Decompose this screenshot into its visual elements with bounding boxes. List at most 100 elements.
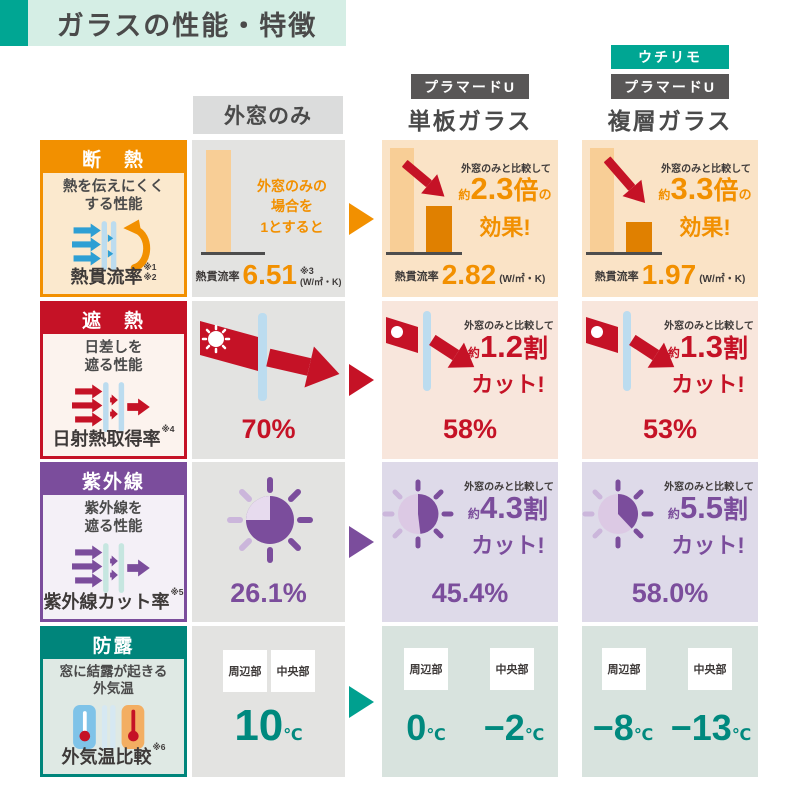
label-box-anti-condensation: 防露 窓に結露が起きる 外気温 外気温比較※6 — [40, 626, 187, 777]
cell-uv-single: 外窓のみと比較して 約4.3割 カット! 45.4% — [382, 462, 558, 622]
u-value: 6.51 — [242, 259, 298, 290]
part-label-edge: 周辺部 — [602, 648, 646, 690]
heat-shield-icon — [43, 379, 184, 435]
cell-insulation-double: 外窓のみと比較して 約3.3倍の 効果! 熱貫流率 1.97 (W/㎡・K) — [582, 140, 758, 297]
percent-value: 45.4% — [431, 578, 509, 608]
cell-insulation-single: 外窓のみと比較して 約2.3倍の 効果! 熱貫流率 2.82 (W/㎡・K) — [382, 140, 558, 297]
brand-badge-uchirimo: ウチリモ — [611, 45, 729, 69]
effect-value: 約4.3割 — [467, 490, 549, 525]
bar-axis — [386, 252, 462, 255]
title-accent-square — [0, 0, 28, 46]
temperature-value: −2℃ — [483, 707, 545, 748]
metric-name: 紫外線カット率※5 — [43, 587, 184, 612]
bar-axis — [586, 252, 662, 255]
column-header-baseline: 外窓のみ — [193, 96, 343, 134]
bar-axis — [201, 252, 265, 255]
cell-shield-baseline: 70% — [192, 301, 345, 459]
metric-note: ※4 — [161, 424, 175, 434]
right-arrow-icon — [349, 202, 374, 235]
percent-value: 26.1% — [230, 578, 307, 608]
metric-note: ※5 — [170, 587, 184, 597]
compare-note: 外窓のみと比較して — [464, 321, 554, 332]
bar-improved — [626, 222, 652, 252]
temperature-value: 0℃ — [406, 707, 446, 748]
row-uv: 紫外線 紫外線を 遮る性能 — [0, 462, 800, 622]
sun-pie-icon — [382, 479, 454, 549]
sun-pie-icon — [227, 477, 313, 563]
cell-insulation-baseline: 外窓のみの 場合を 1とすると 熱貫流率 6.51 ※3 (W/㎡・K) — [192, 140, 345, 297]
uv-icon — [43, 540, 184, 596]
temperature-value: −8℃ — [592, 707, 654, 748]
row-title: 防露 — [43, 629, 184, 659]
metric-value-line: 熱貫流率 2.82 (W/㎡・K) — [394, 259, 546, 290]
metric-value-line: 熱貫流率 1.97 (W/㎡・K) — [594, 259, 746, 290]
row-title: 紫外線 — [43, 465, 184, 495]
cell-dew-double: 周辺部 中央部 −8℃ −13℃ — [582, 626, 758, 777]
label-box-uv: 紫外線 紫外線を 遮る性能 — [40, 462, 187, 622]
row-anti-condensation: 防露 窓に結露が起きる 外気温 外気温比較※6 — [0, 626, 800, 777]
part-label-center: 中央部 — [271, 650, 315, 692]
part-label-center: 中央部 — [490, 648, 534, 690]
row-title: 遮 熱 — [43, 304, 184, 334]
cell-dew-baseline: 周辺部 中央部 10℃ — [192, 626, 345, 777]
cell-shield-double: 外窓のみと比較して 約1.3割 カット! 53% — [582, 301, 758, 459]
metric-value-line: 熱貫流率 6.51 ※3 (W/㎡・K) — [195, 259, 342, 290]
bar-improved — [426, 206, 452, 252]
effect-value: 約2.3倍の — [458, 171, 552, 206]
row-description: 窓に結露が起きる 外気温 — [59, 664, 168, 696]
sun-arrow-icon — [200, 313, 340, 401]
sun-arrow-icon — [586, 311, 675, 391]
row-description: 紫外線を 遮る性能 — [84, 501, 143, 536]
column-header-double: 複層ガラス — [607, 108, 733, 134]
right-arrow-icon — [349, 685, 374, 718]
label-box-insulation: 断 熱 熱を伝えにくく する性能 熱貫流率※1 ※ — [40, 140, 187, 297]
value-note: ※3 — [300, 266, 314, 277]
row-description: 熱を伝えにくく する性能 — [62, 179, 165, 214]
part-label-center: 中央部 — [688, 648, 732, 690]
row-description: 日差しを 遮る性能 — [84, 340, 143, 375]
cell-dew-single: 周辺部 中央部 0℃ −2℃ — [382, 626, 558, 777]
cell-uv-baseline: 26.1% — [192, 462, 345, 622]
percent-value: 70% — [241, 414, 296, 444]
thermometer-comparison-icon — [43, 702, 184, 752]
red-trend-arrow-icon — [604, 156, 646, 204]
part-label-edge: 周辺部 — [223, 650, 267, 692]
part-label-edge: 周辺部 — [404, 648, 448, 690]
metric-note: ※1 ※2 — [143, 262, 157, 282]
temperature-value: −13℃ — [670, 707, 752, 748]
sun-arrow-icon — [386, 311, 475, 391]
page-title-band: ガラスの性能・特徴 — [28, 0, 346, 46]
row-title: 断 熱 — [43, 143, 184, 173]
row-insulation: 断 熱 熱を伝えにくく する性能 熱貫流率※1 ※ — [0, 140, 800, 297]
right-arrow-icon — [349, 526, 374, 558]
value-unit: (W/㎡・K) — [300, 277, 342, 288]
right-arrow-icon — [349, 364, 374, 396]
red-trend-arrow-icon — [402, 160, 445, 197]
insulation-icon — [43, 218, 184, 274]
percent-value: 58.0% — [631, 578, 709, 608]
percent-value: 53% — [642, 414, 698, 444]
column-header-single: 単板ガラス — [407, 108, 533, 134]
metric-name: 熱貫流率※1 ※2 — [70, 262, 157, 287]
row-heat-shield: 遮 熱 日差しを 遮る性能 — [0, 301, 800, 459]
brand-badge-single: プラマードU — [411, 74, 529, 99]
compare-note: 外窓のみと比較して — [664, 482, 754, 493]
effect-value: 約5.5割 — [667, 490, 749, 525]
metric-note: ※6 — [152, 742, 166, 752]
page-title: ガラスの性能・特徴 — [56, 10, 318, 41]
cell-shield-single: 外窓のみと比較して 約1.2割 カット! 58% — [382, 301, 558, 459]
compare-note: 外窓のみと比較して — [464, 482, 554, 493]
label-box-heat-shield: 遮 熱 日差しを 遮る性能 — [40, 301, 187, 459]
percent-value: 58% — [442, 414, 498, 444]
baseline-note: 外窓のみの 場合を 1とすると — [257, 178, 327, 235]
compare-note: 外窓のみと比較して — [461, 164, 551, 175]
compare-note: 外窓のみと比較して — [661, 164, 751, 175]
compare-note: 外窓のみと比較して — [664, 321, 754, 332]
metric-name: 日射熱取得率※4 — [52, 424, 175, 449]
effect-value: 約1.2割 — [467, 329, 549, 364]
cell-uv-double: 外窓のみと比較して 約5.5割 カット! 58.0% — [582, 462, 758, 622]
bar-baseline — [206, 150, 231, 252]
metric-name: 外気温比較※6 — [61, 742, 166, 767]
effect-value: 約3.3倍の — [658, 171, 752, 206]
